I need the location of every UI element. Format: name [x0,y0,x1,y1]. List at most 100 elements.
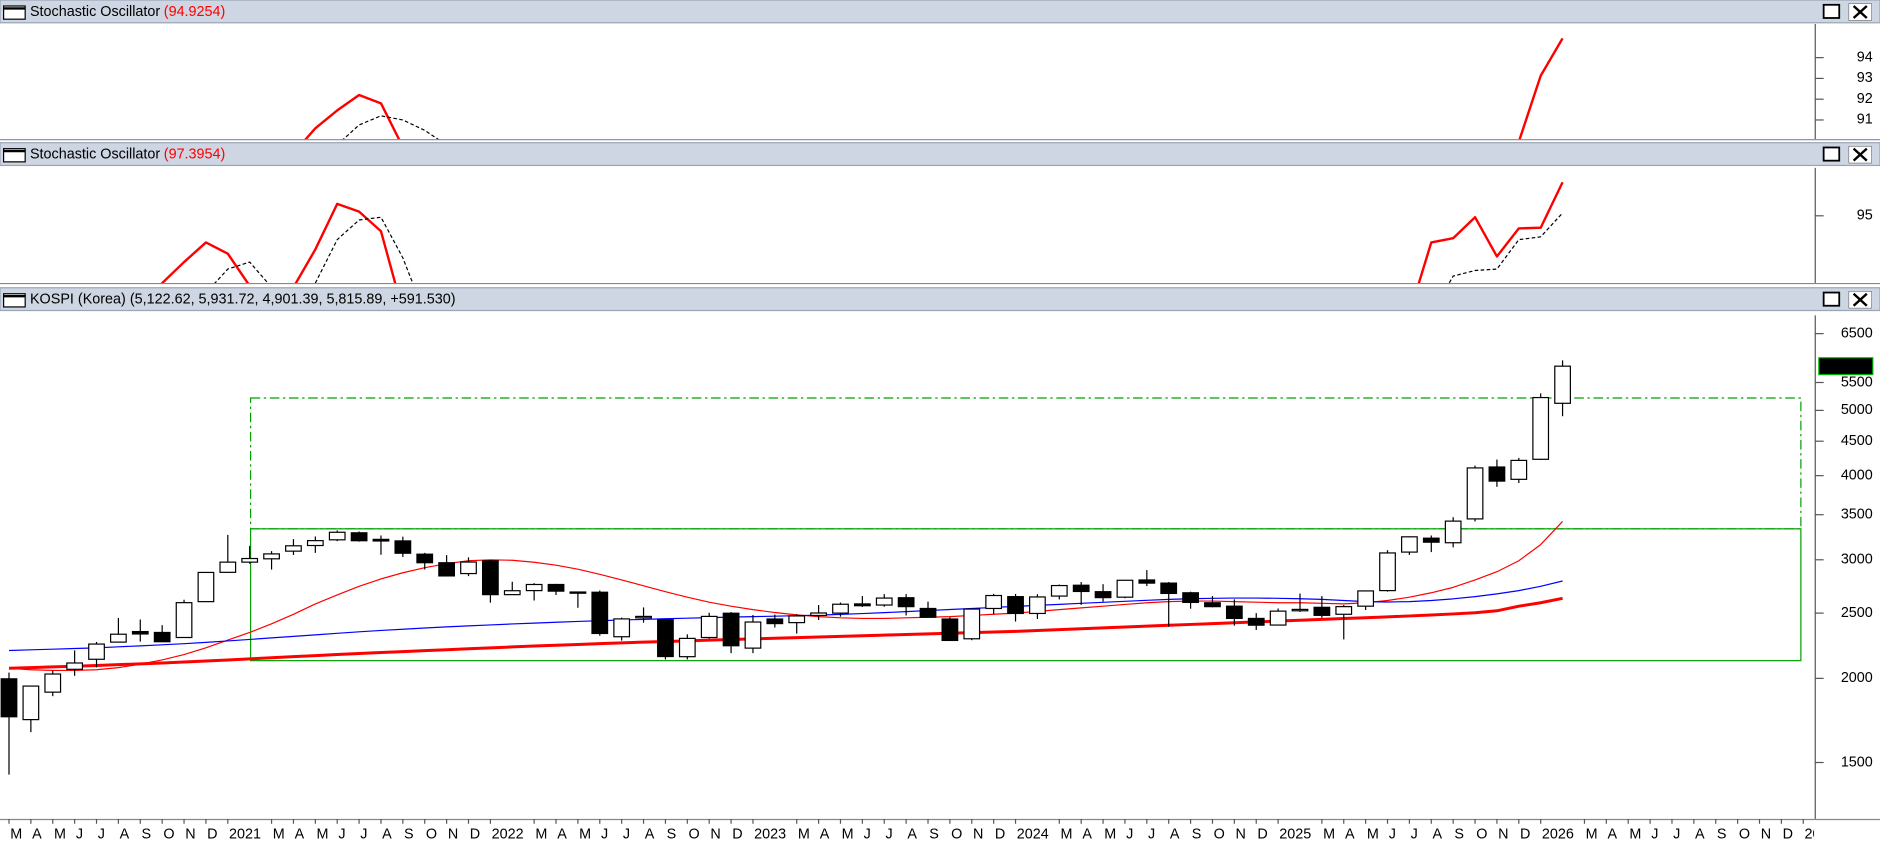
candle-body [1466,467,1484,520]
y-tick-label: 91 [1857,112,1873,128]
x-tick-label: O [426,826,437,842]
candle-body [372,538,390,542]
x-tick-label: M [54,826,66,842]
x-tick-label: M [10,826,22,842]
x-tick-label: M [579,826,591,842]
candle-body [1050,584,1068,597]
x-tick-label: M [535,826,547,842]
candle-body [22,685,40,721]
candle-body [1247,617,1265,626]
candle-body [1401,536,1418,553]
x-tick-label: A [1082,826,1092,842]
candle-body [1379,552,1396,592]
x-tick-label: A [32,826,42,842]
y-tick-label: 94 [1857,49,1873,65]
x-tick-label: M [1586,826,1598,842]
maximize-button[interactable] [1822,3,1841,19]
last-price-label: 5815.89 [1820,359,1872,375]
x-tick-label: J [360,826,367,842]
y-tick-label: 1500 [1841,754,1873,770]
panel-title-text: Stochastic Oscillator [30,4,160,20]
panel-title-value: (94.9254) [164,4,226,20]
x-tick-label: A [1608,826,1618,842]
close-icon [1852,5,1868,19]
candle-body [832,603,849,614]
maximize-button[interactable] [1822,291,1841,307]
x-tick-label: J [98,826,105,842]
x-tick-label: N [1236,826,1246,842]
close-icon [1852,292,1868,307]
candle-body [1313,606,1331,616]
close-icon [1852,147,1868,162]
candle-body [1532,396,1550,460]
candle-body [1225,605,1243,620]
x-tick-label: 2027 [1804,826,1836,842]
x-tick-label: M [317,826,329,842]
candle-body [66,662,84,670]
x-tick-label: M [1629,826,1641,842]
x-tick-label: S [929,826,939,842]
candle-body [941,618,959,642]
x-tick-label: N [710,826,720,842]
candle-body [241,557,259,563]
x-tick-label: O [689,826,700,842]
x-tick-label: 2025 [1279,826,1311,842]
x-tick-label: O [163,826,174,842]
candle-body [416,553,434,564]
x-tick-label: J [623,826,630,842]
y-tick-label: 92 [1857,91,1873,107]
x-tick-label: N [1761,826,1771,842]
candle-body [1160,582,1178,595]
x-tick-label: M [1367,826,1379,842]
x-tick-label: A [120,826,130,842]
candle-body [1182,592,1199,604]
candle-body [197,571,215,603]
candle-body [1204,602,1221,608]
x-tick-label: J [885,826,892,842]
oscillator-line [214,212,1564,283]
plot-area [304,37,1564,140]
candle-body [613,618,631,638]
candle-body [44,673,62,693]
x-tick-label: D [1520,826,1530,842]
panel-title-text: KOSPI (Korea) (5,122.62, 5,931.72, 4,901… [30,292,456,308]
panel-header [0,0,1880,24]
x-tick-label: O [1476,826,1487,842]
candle-body [1510,459,1528,480]
candle-body [635,615,652,619]
x-tick-label: M [1104,826,1116,842]
panel-title-text: Stochastic Oscillator [30,146,160,162]
candle-body [285,545,302,552]
candle-body [1422,537,1440,543]
candle-body [1116,579,1134,598]
x-tick-label: J [601,826,608,842]
candle-body [328,531,346,541]
x-tick-label: M [1060,826,1072,842]
maximize-button[interactable] [1822,146,1841,162]
x-tick-label: J [1651,826,1658,842]
candle-body [853,603,871,607]
x-tick-label: 2022 [492,826,524,842]
candle-body [460,561,477,575]
panel-header [0,287,1880,312]
panel-title: Stochastic Oscillator (94.9254) [30,4,225,20]
x-tick-label: M [798,826,810,842]
candle-body [1269,610,1287,626]
x-tick-label: S [1192,826,1202,842]
y-tick-label: 4500 [1841,433,1873,449]
x-tick-label: D [1783,826,1793,842]
candle-body [766,618,784,625]
x-tick-label: J [76,826,83,842]
x-tick-label: A [645,826,655,842]
candle-body [175,602,193,639]
candle-body [919,607,937,618]
panel-header [0,142,1880,167]
x-tick-label: M [842,826,854,842]
oscillator-line [304,37,1564,140]
x-tick-label: A [295,826,305,842]
candle-body [0,678,18,718]
plot-area [0,360,1802,775]
y-tick-label: 3000 [1841,552,1873,568]
